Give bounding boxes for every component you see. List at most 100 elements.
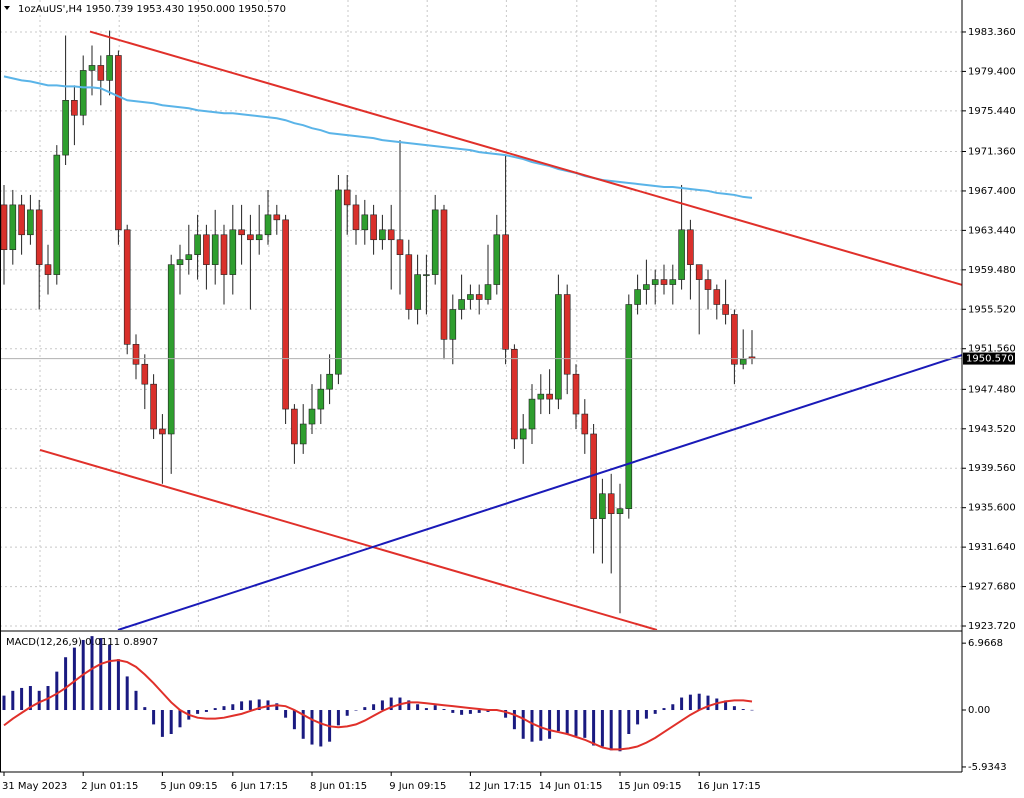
y-tick-label: 1971.360 [968, 146, 1016, 157]
x-tick-label: 6 Jun 17:15 [231, 781, 288, 792]
candle-body [176, 259, 184, 265]
y-tick-label: -5.9343 [968, 762, 1007, 773]
y-tick-label: 1935.600 [968, 503, 1016, 514]
candle-body [123, 229, 131, 345]
macd-bar [442, 709, 446, 711]
macd-bar [504, 710, 508, 718]
macd-bar [539, 710, 543, 741]
macd-bar [2, 695, 6, 711]
macd-bar [750, 709, 754, 711]
macd-bar [468, 710, 472, 714]
macd-bar [301, 710, 305, 739]
candle-body [361, 214, 369, 231]
candle-body [255, 234, 263, 241]
candle-body [519, 428, 527, 440]
macd-bar [310, 710, 314, 745]
candle-body [414, 274, 421, 310]
candle-body [625, 304, 633, 509]
macd-bar [574, 710, 578, 736]
candle-body [132, 344, 140, 365]
macd-bar [424, 708, 428, 711]
candle-body [722, 304, 729, 315]
macd-bar [451, 710, 455, 713]
candle-body [449, 309, 457, 340]
macd-panel [2, 636, 754, 752]
axes: 1983.360 1979.400 1975.440 1971.360 1967.400… [2, 27, 1016, 792]
candle-body [467, 294, 474, 300]
y-tick-label: 1951.560 [968, 344, 1016, 355]
candle-body [185, 254, 193, 260]
macd-bar [345, 710, 349, 716]
menu-arrow [4, 6, 10, 10]
macd-bar [697, 693, 701, 711]
macd-bar [125, 676, 129, 711]
macd-bar [20, 687, 24, 711]
macd-bar [600, 710, 604, 747]
candle-body [599, 493, 606, 519]
macd-bar [99, 638, 103, 711]
candle-body [150, 383, 157, 430]
x-tick-label: 31 May 2023 [2, 781, 67, 792]
candle-body [537, 393, 545, 400]
signal-line [3, 659, 753, 751]
macd-bar [134, 690, 138, 711]
x-tick-label: 12 Jun 17:15 [468, 781, 532, 792]
y-tick-label: 1927.680 [968, 582, 1016, 593]
macd-bar [240, 701, 244, 711]
y-tick-label: 1939.560 [968, 463, 1016, 474]
candle-body [273, 214, 281, 221]
candle-body [581, 413, 589, 435]
x-tick-label: 5 Jun 09:15 [160, 781, 217, 792]
candle-body [431, 209, 439, 275]
macd-bar [284, 710, 288, 718]
macd-bar [55, 671, 59, 711]
candle-body [572, 373, 580, 415]
candle-body [651, 279, 659, 285]
trend-line [39, 448, 658, 630]
macd-bar [363, 707, 367, 711]
last-price-box [963, 352, 1015, 365]
candle-body [291, 408, 298, 445]
candle-body [739, 358, 747, 365]
macd-bar [627, 710, 631, 735]
candle-body [53, 154, 61, 275]
macd-bar [741, 709, 745, 711]
candle-body [511, 349, 518, 440]
candle-body [555, 294, 562, 400]
macd-bar [389, 697, 393, 711]
macd-bar [460, 710, 464, 715]
candle-body [308, 408, 316, 425]
candle-body [713, 289, 721, 305]
candle-body [563, 294, 571, 375]
macd-bar [583, 710, 587, 738]
x-tick-label: 8 Jun 01:15 [310, 781, 367, 792]
macd-bar [204, 710, 208, 712]
y-tick-label: 1983.360 [968, 27, 1016, 38]
candle-body [440, 209, 448, 340]
y-tick-label: 1923.720 [968, 621, 1016, 632]
candle-body [203, 234, 210, 265]
macd-bar [565, 710, 569, 735]
macd-bar [231, 704, 235, 711]
macd-bar [732, 706, 736, 711]
macd-bar [380, 700, 384, 711]
candle-body [616, 508, 624, 514]
candle-body [643, 284, 650, 290]
candle-body [704, 279, 712, 290]
macd-bar [336, 710, 340, 726]
macd-bar [636, 710, 640, 725]
candle-body [264, 214, 272, 236]
candle-body [396, 239, 404, 255]
candle-body [678, 229, 685, 280]
macd-bar [618, 710, 622, 752]
candle-body [528, 398, 536, 430]
candle-body [167, 264, 175, 435]
y-tick-label: 6.9668 [968, 638, 1003, 649]
candle-body [9, 204, 17, 251]
macd-bar [671, 704, 675, 711]
macd-bar [11, 690, 15, 711]
candle-body [18, 204, 25, 236]
macd-bar [644, 710, 648, 719]
y-tick-label: 1963.440 [968, 225, 1016, 236]
candle-body [546, 393, 553, 400]
